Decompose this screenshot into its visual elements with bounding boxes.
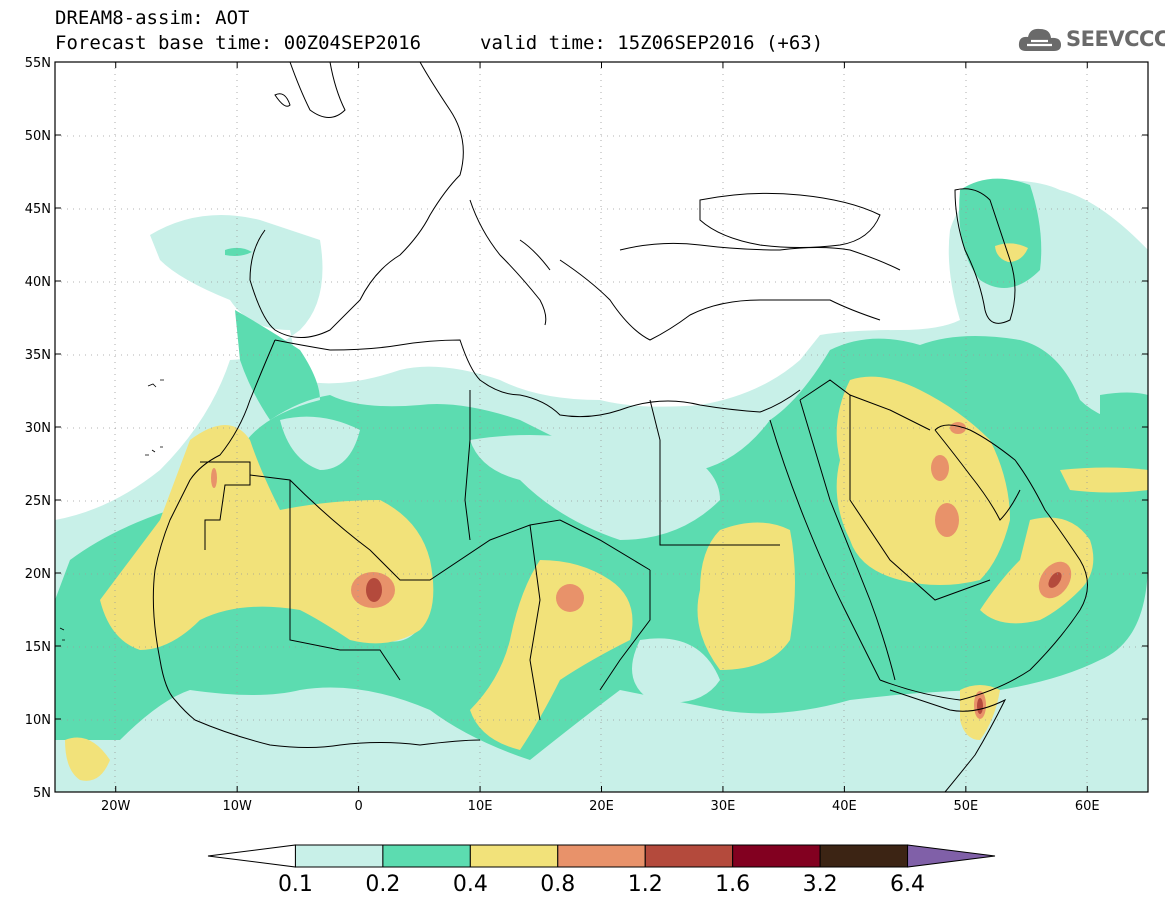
latitude-labels: 55N 50N 45N 40N 35N 30N 25N 20N 15N 10N 5N: [25, 56, 51, 801]
lon-label: 40E: [832, 799, 857, 814]
lon-label: 60E: [1075, 799, 1100, 814]
colorbar-swatch: [557, 844, 646, 868]
colorbar-swatch: [732, 844, 821, 868]
lat-label: 10N: [25, 713, 51, 728]
graticule: [55, 62, 1148, 792]
colorbar: [207, 844, 996, 868]
lon-label: 50E: [953, 799, 978, 814]
lon-label: 0: [354, 799, 362, 814]
colorbar-swatch: [644, 844, 734, 868]
lat-label: 30N: [25, 421, 51, 436]
islands: [59, 379, 164, 641]
longitude-labels: 20W 10W 0 10E 20E 30E 40E 50E 60E: [101, 799, 1100, 814]
lat-label: 25N: [25, 494, 51, 509]
lat-label: 50N: [25, 129, 51, 144]
lat-label: 5N: [33, 786, 51, 801]
colorbar-swatch: [382, 844, 471, 868]
lat-label: 55N: [25, 56, 51, 71]
cloud-icon: [1018, 28, 1061, 51]
colorbar-label: 0.1: [278, 872, 313, 897]
lon-label: 20W: [101, 799, 131, 814]
lat-label: 40N: [25, 275, 51, 290]
colorbar-swatch: [294, 844, 384, 868]
lat-label: 15N: [25, 640, 51, 655]
colorbar-low-arrow: [207, 844, 296, 868]
colorbar-labels: 0.1 0.2 0.4 0.8 1.2 1.6 3.2 6.4: [278, 872, 925, 897]
map-area: [55, 62, 1148, 792]
logo-text: SEEVCCC: [1066, 27, 1165, 51]
lat-label: 20N: [25, 567, 51, 582]
colorbar-label: 1.6: [715, 872, 750, 897]
forecast-base-time: Forecast base time: 00Z04SEP2016: [55, 32, 422, 54]
colorbar-swatch: [819, 844, 909, 868]
map-title: DREAM8-assim: AOT: [55, 7, 250, 29]
seevccc-logo: SEEVCCC: [1018, 22, 1165, 56]
colorbar-label: 1.2: [628, 872, 663, 897]
colorbar-label: 0.2: [365, 872, 400, 897]
lat-label: 45N: [25, 202, 51, 217]
lon-label: 30E: [711, 799, 736, 814]
coastlines-borders: [152, 62, 1088, 792]
lon-label: 10W: [222, 799, 252, 814]
colorbar-swatch: [469, 844, 559, 868]
aot-field-1-2: [366, 572, 1062, 714]
colorbar-label: 0.4: [453, 872, 488, 897]
lon-label: 20E: [589, 799, 614, 814]
lat-label: 35N: [25, 348, 51, 363]
colorbar-label: 6.4: [890, 872, 925, 897]
axis-ticks: [55, 61, 1148, 793]
valid-time: valid time: 15Z06SEP2016 (+63): [480, 32, 824, 54]
colorbar-label: 3.2: [803, 872, 838, 897]
colorbar-high-arrow: [907, 844, 996, 868]
colorbar-label: 0.8: [540, 872, 575, 897]
lon-label: 10E: [468, 799, 493, 814]
